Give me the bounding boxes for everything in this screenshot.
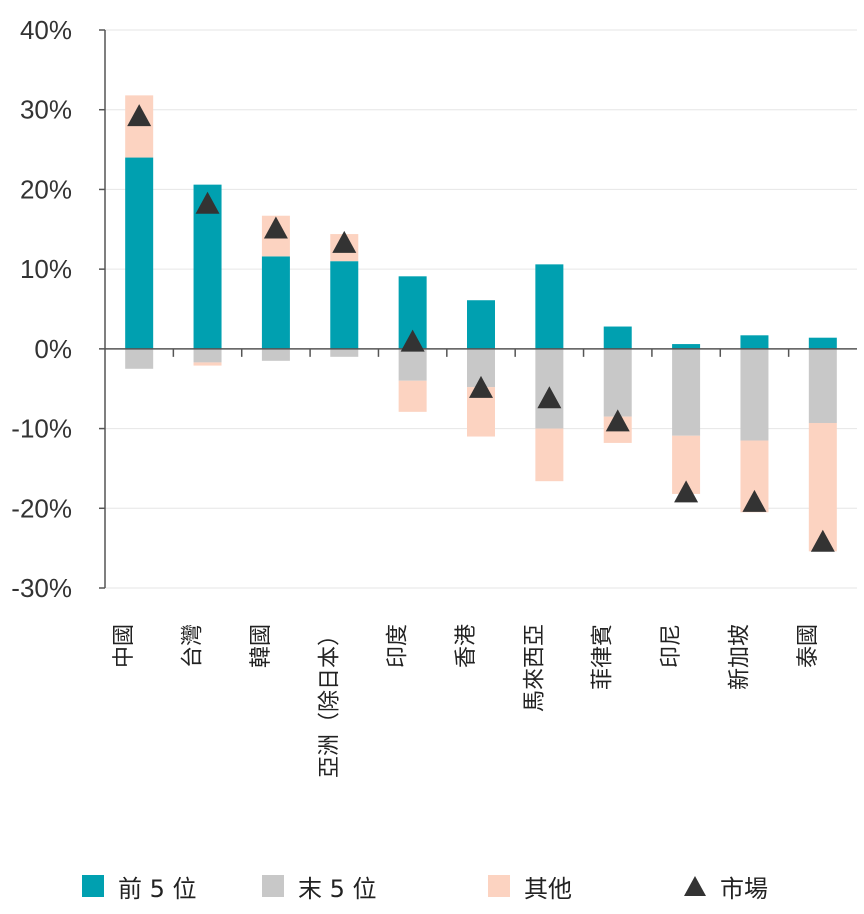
bar-bottom5: [808, 348, 837, 423]
category-label: 印度: [386, 624, 411, 668]
bar-bottom5: [672, 348, 701, 436]
market-marker: [469, 375, 493, 398]
bar-top5: [603, 326, 632, 349]
bar-top5: [261, 256, 290, 349]
category-label: 印尼: [659, 624, 684, 668]
legend-item-market: 市場: [684, 866, 768, 906]
legend-label-bottom5: 末 5 位: [298, 874, 377, 903]
y-tick-labels: 40% 30% 20% 10% 0% -10% -20% -30%: [11, 15, 72, 603]
bar-others: [535, 428, 564, 482]
market-marker: [263, 216, 288, 239]
market-marker: [742, 489, 767, 512]
bars: [125, 95, 837, 552]
y-tick-label: 30%: [20, 95, 72, 125]
market-marker: [400, 329, 425, 352]
market-markers: [127, 104, 835, 552]
y-tick-label: 0%: [34, 334, 72, 364]
market-marker: [674, 480, 699, 503]
market-marker: [332, 230, 357, 253]
legend-swatch-others: [488, 875, 510, 897]
category-label: 菲律賓: [591, 624, 616, 690]
chart: 40% 30% 20% 10% 0% -10% -20% -30% 中國 台灣 韓國 亞洲（除日本）…: [11, 15, 857, 778]
market-marker: [605, 409, 630, 432]
bar-bottom5: [398, 348, 427, 381]
bar-bottom5: [603, 348, 632, 417]
category-label: 韓國: [249, 624, 274, 668]
legend-item-others: 其他: [488, 866, 572, 906]
category-label: 亞洲（除日本）: [317, 624, 342, 778]
y-tick-label: 40%: [20, 15, 72, 45]
triangle-icon: [684, 876, 706, 896]
legend-label-market: 市場: [720, 874, 768, 903]
legend-item-top5: 前 5 位: [82, 866, 197, 906]
category-label: 香港: [454, 624, 479, 668]
legend-swatch-top5: [82, 875, 104, 897]
legend-swatch-bottom5: [262, 875, 284, 897]
y-tick-label: 10%: [20, 254, 72, 284]
legend: 前 5 位 末 5 位 其他 市場: [0, 866, 864, 906]
bar-top5: [740, 335, 769, 349]
bar-top5: [535, 264, 564, 349]
y-tick-label: 20%: [20, 174, 72, 204]
bar-others: [193, 362, 222, 366]
market-marker: [537, 386, 562, 409]
market-marker: [127, 104, 152, 127]
bar-bottom5: [261, 348, 290, 361]
bar-others: [398, 380, 427, 412]
category-label: 馬來西亞: [522, 624, 547, 712]
category-labels: 中國 台灣 韓國 亞洲（除日本） 印度 香港 馬來西亞 菲律賓 印尼 新加坡 泰國: [112, 624, 821, 778]
category-label: 泰國: [796, 624, 821, 668]
legend-item-bottom5: 末 5 位: [262, 866, 377, 906]
y-tick-label: -20%: [11, 493, 72, 523]
bar-bottom5: [125, 348, 154, 369]
bar-bottom5: [193, 348, 222, 363]
market-marker: [810, 529, 835, 552]
axes: [99, 29, 857, 589]
category-label: 新加坡: [727, 624, 752, 690]
legend-label-top5: 前 5 位: [118, 874, 197, 903]
market-marker: [195, 191, 220, 214]
y-tick-label: -30%: [11, 573, 72, 603]
bar-top5: [330, 261, 359, 349]
bar-top5: [467, 300, 495, 349]
bar-bottom5: [330, 348, 359, 357]
bar-bottom5: [740, 348, 769, 441]
y-tick-label: -10%: [11, 414, 72, 444]
bar-top5: [808, 337, 837, 349]
category-label: 台灣: [181, 624, 206, 668]
category-label: 中國: [112, 624, 137, 668]
bar-top5: [125, 157, 154, 349]
legend-label-others: 其他: [524, 874, 572, 903]
bar-top5: [672, 344, 701, 349]
